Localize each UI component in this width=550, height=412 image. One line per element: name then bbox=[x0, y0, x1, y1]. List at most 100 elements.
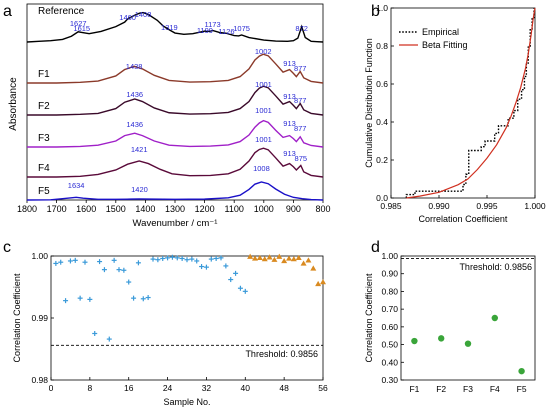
peak-label-f3-877: 877 bbox=[294, 124, 307, 133]
panel-c-y-tick-label-0.99: 0.99 bbox=[31, 313, 48, 323]
sample-point-cross bbox=[145, 295, 151, 301]
sample-point-cross bbox=[53, 260, 59, 266]
peak-label-f1-877: 877 bbox=[294, 64, 307, 73]
sample-point-cross bbox=[203, 264, 209, 270]
peak-label-reference-1075: 1075 bbox=[233, 24, 250, 33]
sample-point-cross bbox=[213, 255, 219, 261]
spectrum-f5 bbox=[26, 181, 324, 201]
panel-b-letter: b bbox=[371, 3, 380, 20]
peak-label-f5-1008: 1008 bbox=[253, 164, 270, 173]
sample-point-triangle bbox=[315, 280, 322, 287]
peak-label-f1-913: 913 bbox=[283, 59, 296, 68]
panel-d-letter: d bbox=[371, 239, 380, 256]
panel-a-x-tick-label-1000: 1000 bbox=[254, 204, 274, 214]
panel-d-scatter-chart: Correlation Coefficient F1 F2 F3 F4 F5 0.30 0.… bbox=[364, 251, 536, 394]
panel-c-x-tick-label-48: 48 bbox=[279, 383, 289, 393]
peak-label-f5-1420: 1420 bbox=[131, 185, 148, 194]
peak-label-reference-872: 872 bbox=[295, 24, 308, 33]
cdf-series-beta-fitting bbox=[406, 7, 536, 199]
spectrum-name-f1: F1 bbox=[38, 69, 50, 80]
panel-d-point-f3 bbox=[464, 340, 472, 347]
panel-b-y-tick-label-0.0: 0.0 bbox=[376, 193, 388, 203]
spectrum-name-reference: Reference bbox=[38, 6, 85, 17]
panel-b-x-tick-label-0.985: 0.985 bbox=[380, 201, 402, 211]
panel-b-frame bbox=[390, 7, 536, 199]
sample-point-triangle bbox=[320, 279, 326, 285]
panel-c-scatter-chart: Correlation Coefficient Sample No. 0 8 16 2… bbox=[12, 251, 328, 407]
sample-point-cross bbox=[184, 257, 190, 263]
panel-b-x-tick-label-1.000: 1.000 bbox=[524, 201, 546, 211]
panel-a-x-tick-label-1700: 1700 bbox=[47, 204, 67, 214]
sample-point-cross bbox=[126, 279, 132, 285]
sample-point-cross bbox=[228, 277, 234, 283]
panel-b-x-axis-label: Correlation Coefficient bbox=[419, 214, 508, 224]
panel-c-threshold-label: Threshold: 0.9856 bbox=[245, 349, 318, 359]
panel-d-point-f2 bbox=[438, 335, 445, 342]
panel-a-x-tick-label-800: 800 bbox=[315, 204, 330, 214]
peak-label-f3-1001: 1001 bbox=[255, 106, 272, 115]
panel-d-y-tick-label-0.30: 0.30 bbox=[381, 375, 398, 385]
sample-point-cross bbox=[194, 258, 200, 264]
sample-point-cross bbox=[179, 255, 185, 261]
sample-point-cross bbox=[82, 259, 88, 265]
sample-point-triangle bbox=[271, 256, 278, 262]
panel-c-x-tick-label-16: 16 bbox=[124, 383, 134, 393]
sample-point-cross bbox=[150, 256, 156, 262]
sample-point-cross bbox=[237, 285, 243, 291]
panel-a-ftir-chart: Absorbance Wavenumber / cm⁻¹ 1800 1700 160… bbox=[8, 3, 331, 229]
cdf-series-empirical bbox=[405, 8, 535, 198]
sample-point-cross bbox=[63, 298, 69, 304]
panel-d-frame bbox=[400, 255, 536, 381]
panel-c-y-axis-label: Correlation Coefficient bbox=[12, 273, 22, 362]
panel-d-y-tick-label-0.60: 0.60 bbox=[381, 322, 398, 332]
spectrum-reference bbox=[26, 11, 324, 43]
panel-c-x-tick-label-56: 56 bbox=[318, 383, 328, 393]
sample-point-cross bbox=[218, 255, 224, 261]
panel-d-y-tick-label-0.80: 0.80 bbox=[381, 286, 398, 296]
panel-d-category-f5: F5 bbox=[517, 384, 527, 394]
panel-d-category-f2: F2 bbox=[436, 384, 446, 394]
sample-point-triangle bbox=[276, 253, 283, 259]
spectrum-f4 bbox=[27, 147, 324, 178]
panel-a-x-tick-label-1100: 1100 bbox=[225, 204, 244, 214]
panel-c-x-tick-label-8: 8 bbox=[87, 383, 92, 393]
sample-point-cross bbox=[72, 257, 78, 263]
panel-c-y-tick-label-0.98: 0.98 bbox=[31, 375, 48, 385]
peak-label-f3-913: 913 bbox=[283, 119, 296, 128]
sample-point-cross bbox=[160, 255, 166, 261]
peak-label-f4-1421: 1421 bbox=[131, 145, 148, 154]
sample-point-cross bbox=[101, 267, 107, 273]
panel-d-category-f4: F4 bbox=[490, 384, 500, 394]
sample-point-cross bbox=[189, 256, 195, 262]
sample-point-triangle bbox=[261, 256, 268, 262]
sample-point-triangle bbox=[247, 253, 254, 259]
panel-c-x-tick-label-40: 40 bbox=[241, 383, 251, 393]
peak-label-f3-1436: 1436 bbox=[126, 120, 143, 129]
peak-label-reference-1173: 1173 bbox=[205, 20, 221, 29]
panel-d-threshold-label: Threshold: 0.9856 bbox=[459, 262, 532, 272]
peak-label-reference-1319: 1319 bbox=[161, 23, 178, 32]
sample-point-cross bbox=[97, 259, 103, 265]
sample-point-triangle bbox=[300, 260, 307, 266]
sample-point-cross bbox=[58, 259, 64, 265]
sample-point-triangle bbox=[290, 256, 297, 262]
panel-d-point-f4 bbox=[491, 314, 498, 322]
panel-a-x-tick-label-1400: 1400 bbox=[135, 204, 155, 214]
panel-a-x-tick-label-1300: 1300 bbox=[165, 204, 185, 214]
panel-b-y-tick-label-0.2: 0.2 bbox=[376, 155, 388, 165]
sample-point-cross bbox=[155, 257, 161, 263]
panel-c-x-tick-label-24: 24 bbox=[163, 383, 173, 393]
panel-c-x-tick-label-0: 0 bbox=[49, 383, 54, 393]
peak-label-f2-1001: 1001 bbox=[255, 80, 272, 89]
peak-label-f1-1002: 1002 bbox=[255, 47, 272, 56]
sample-point-cross bbox=[174, 255, 180, 261]
panel-b-y-tick-label-0.4: 0.4 bbox=[376, 117, 388, 127]
panel-a-letter: a bbox=[3, 3, 12, 20]
panel-c-letter: c bbox=[3, 239, 11, 256]
sample-point-triangle bbox=[295, 254, 302, 261]
peak-label-f2-877: 877 bbox=[294, 96, 307, 105]
spectrum-f1 bbox=[27, 53, 324, 84]
legend-empirical-label: Empirical bbox=[422, 27, 459, 37]
legend-beta-fitting-label: Beta Fitting bbox=[422, 40, 468, 50]
